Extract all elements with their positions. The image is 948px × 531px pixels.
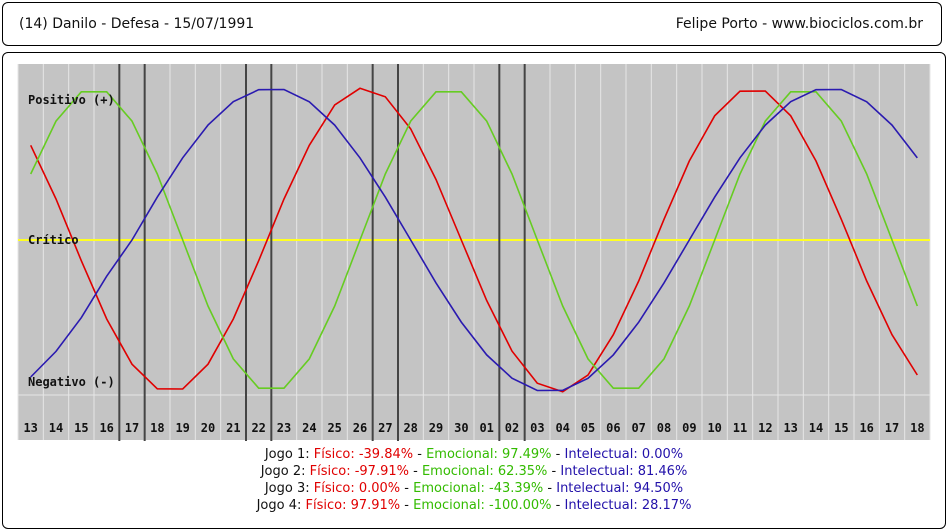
result-jogo-label: Jogo 2: [260, 464, 306, 479]
result-separator: - [555, 498, 565, 513]
result-emocional: Emocional: 97.49% [426, 447, 552, 462]
result-emocional: Emocional: 62.35% [421, 464, 548, 479]
x-tick-label: 13 [783, 421, 797, 435]
site-credit: Felipe Porto - www.biociclos.com.br [675, 16, 923, 32]
result-intelectual: Intelectual: 28.17% [564, 498, 692, 513]
x-tick-label: 09 [682, 421, 696, 435]
x-tick-label: 13 [23, 421, 37, 435]
result-emocional: Emocional: -43.39% [413, 481, 544, 496]
result-intelectual: Intelectual: 0.00% [564, 447, 684, 462]
result-row: Jogo 3: Físico: 0.00% - Emocional: -43.3… [0, 480, 948, 497]
chart-subject-title: (14) Danilo - Defesa - 15/07/1991 [19, 16, 255, 32]
x-tick-label: 19 [175, 421, 189, 435]
x-tick-label: 14 [809, 421, 823, 435]
x-tick-label: 25 [327, 421, 341, 435]
x-tick-label: 06 [606, 421, 620, 435]
result-emocional: Emocional: -100.00% [413, 498, 552, 513]
result-separator: - [551, 464, 561, 479]
x-tick-label: 17 [125, 421, 139, 435]
x-tick-label: 05 [581, 421, 595, 435]
x-tick-label: 07 [631, 421, 645, 435]
x-tick-label: 11 [733, 421, 747, 435]
x-tick-label: 02 [505, 421, 519, 435]
result-row: Jogo 1: Físico: -39.84% - Emocional: 97.… [0, 446, 948, 463]
x-tick-label: 15 [834, 421, 848, 435]
result-fisico: Físico: -39.84% [313, 447, 414, 462]
result-fisico: Físico: 97.91% [305, 498, 401, 513]
series-line [30, 88, 918, 392]
x-tick-label: 28 [403, 421, 417, 435]
result-separator: - [555, 447, 565, 462]
x-tick-label: 10 [707, 421, 721, 435]
result-row: Jogo 2: Físico: -97.91% - Emocional: 62.… [0, 463, 948, 480]
y-label-positivo: Positivo (+) [28, 93, 115, 107]
x-tick-label: 03 [530, 421, 544, 435]
result-jogo-label: Jogo 3: [264, 481, 310, 496]
result-intelectual: Intelectual: 94.50% [556, 481, 684, 496]
x-tick-label: 04 [555, 421, 569, 435]
x-tick-label: 24 [302, 421, 316, 435]
x-tick-label: 29 [429, 421, 443, 435]
x-tick-label: 30 [454, 421, 468, 435]
x-tick-label: 16 [99, 421, 113, 435]
header-bar: (14) Danilo - Defesa - 15/07/1991 Felipe… [2, 2, 942, 46]
x-tick-label: 08 [657, 421, 671, 435]
x-tick-label: 22 [251, 421, 265, 435]
x-tick-label: 21 [226, 421, 240, 435]
result-separator: - [404, 481, 414, 496]
series-line [29, 91, 919, 390]
x-tick-label: 18 [150, 421, 164, 435]
y-label-critico: Crítico [28, 233, 79, 247]
x-tick-label: 16 [859, 421, 873, 435]
x-tick-label: 27 [378, 421, 392, 435]
x-tick-label: 01 [479, 421, 493, 435]
x-tick-label: 12 [758, 421, 772, 435]
x-tick-label: 15 [74, 421, 88, 435]
y-label-negativo: Negativo (-) [28, 375, 115, 389]
results-list: Jogo 1: Físico: -39.84% - Emocional: 97.… [0, 446, 948, 514]
x-tick-label: 18 [910, 421, 924, 435]
result-jogo-label: Jogo 1: [264, 447, 310, 462]
result-intelectual: Intelectual: 81.46% [560, 464, 688, 479]
x-tick-label: 23 [277, 421, 291, 435]
x-tick-label: 26 [353, 421, 367, 435]
x-tick-label: 17 [885, 421, 899, 435]
result-jogo-label: Jogo 4: [256, 498, 302, 513]
x-tick-label: 20 [201, 421, 215, 435]
x-tick-label: 14 [49, 421, 63, 435]
result-separator: - [413, 464, 422, 479]
result-fisico: Físico: -97.91% [309, 464, 409, 479]
series-line [29, 87, 918, 393]
result-separator: - [417, 447, 427, 462]
result-separator: - [404, 498, 414, 513]
result-row: Jogo 4: Físico: 97.91% - Emocional: -100… [0, 497, 948, 514]
result-fisico: Físico: 0.00% [313, 481, 401, 496]
result-separator: - [547, 481, 557, 496]
